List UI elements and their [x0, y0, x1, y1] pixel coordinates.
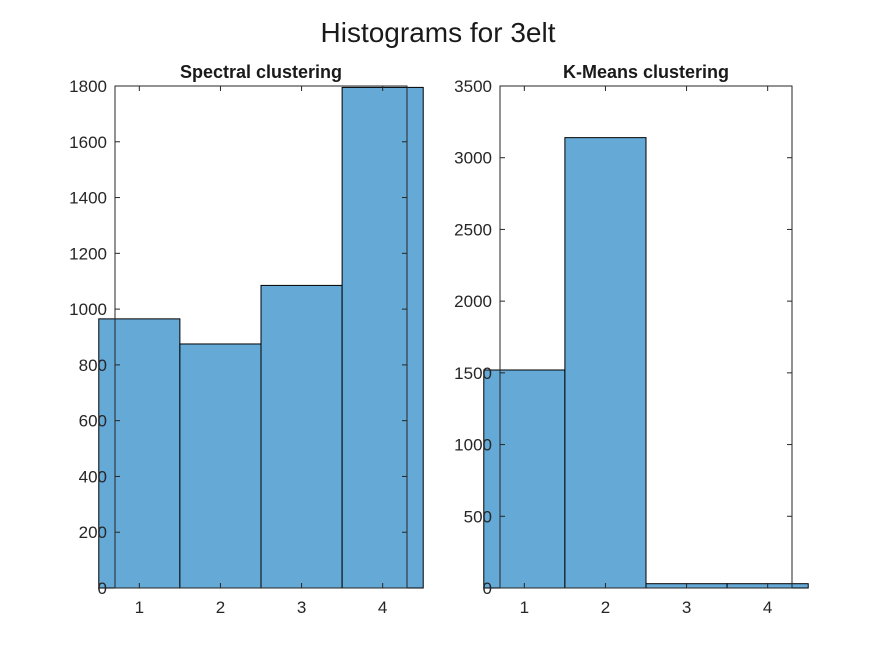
ytick-label-spectral-400: 400: [79, 467, 107, 486]
xtick-label-spectral-4: 4: [378, 598, 387, 617]
ytick-label-spectral-800: 800: [79, 356, 107, 375]
figure-title: Histograms for 3elt: [321, 17, 556, 48]
ytick-label-kmeans-2500: 2500: [454, 220, 492, 239]
ytick-label-spectral-600: 600: [79, 412, 107, 431]
bar-kmeans-2: [564, 137, 647, 589]
ytick-label-spectral-1000: 1000: [69, 300, 107, 319]
bar-spectral-3: [260, 284, 343, 589]
bar-spectral-4: [341, 86, 424, 589]
xtick-label-kmeans-4: 4: [763, 598, 772, 617]
axes-kmeans-title: K-Means clustering: [563, 62, 729, 82]
axes-kmeans-frame: [499, 85, 793, 589]
xtick-label-kmeans-1: 1: [520, 598, 529, 617]
ytick-label-spectral-200: 200: [79, 523, 107, 542]
ytick-label-kmeans-500: 500: [464, 507, 492, 526]
ytick-label-kmeans-1500: 1500: [454, 364, 492, 383]
ytick-label-kmeans-1000: 1000: [454, 436, 492, 455]
ytick-label-spectral-1200: 1200: [69, 244, 107, 263]
axes-spectral-frame: [114, 85, 408, 589]
xtick-label-spectral-1: 1: [135, 598, 144, 617]
xtick-label-kmeans-2: 2: [601, 598, 610, 617]
ytick-label-kmeans-2000: 2000: [454, 292, 492, 311]
bar-spectral-2: [179, 343, 262, 589]
bar-spectral-1: [98, 318, 181, 589]
ytick-label-spectral-1400: 1400: [69, 189, 107, 208]
xtick-label-spectral-2: 2: [216, 598, 225, 617]
ytick-label-kmeans-3000: 3000: [454, 149, 492, 168]
ytick-label-spectral-0: 0: [98, 579, 107, 598]
ytick-label-spectral-1800: 1800: [69, 77, 107, 96]
bar-kmeans-1: [483, 369, 566, 589]
axes-kmeans: K-Means clustering 0 500 1000 1500 2000 2500 30…: [454, 62, 809, 617]
ytick-label-spectral-1600: 1600: [69, 133, 107, 152]
ytick-label-kmeans-3500: 3500: [454, 77, 492, 96]
xtick-label-spectral-3: 3: [297, 598, 306, 617]
axes-spectral: Spectral clustering 0 200 400 600 800 1000 1200…: [69, 62, 424, 617]
xtick-label-kmeans-3: 3: [682, 598, 691, 617]
axes-spectral-title: Spectral clustering: [180, 62, 342, 82]
ytick-label-kmeans-0: 0: [483, 579, 492, 598]
